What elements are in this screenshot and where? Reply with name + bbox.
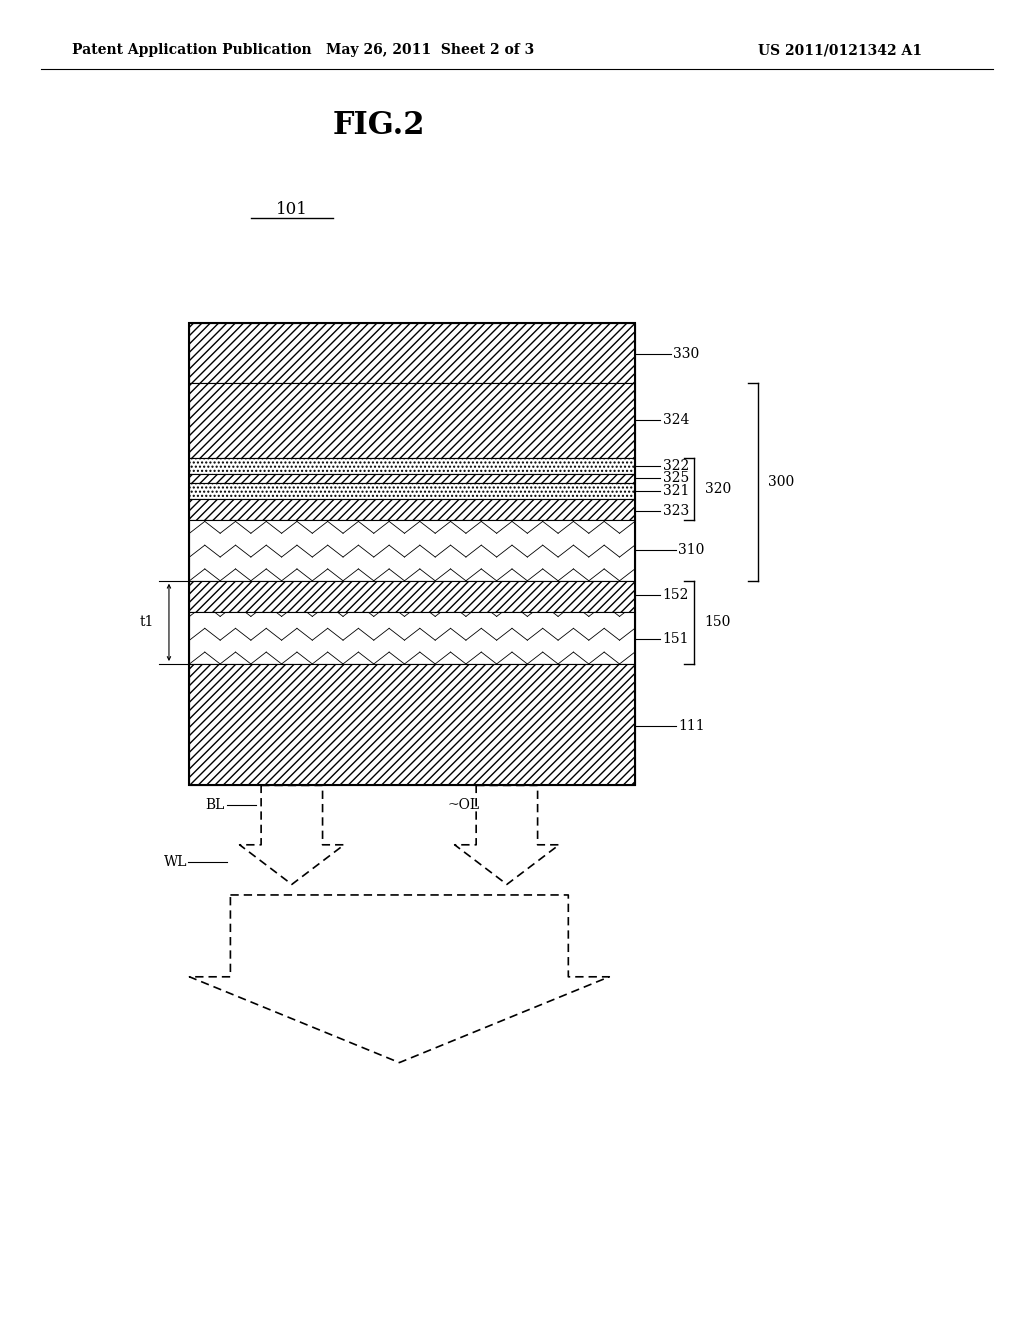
Bar xyxy=(189,458,635,474)
Text: t1: t1 xyxy=(139,615,154,630)
Text: Patent Application Publication: Patent Application Publication xyxy=(72,44,311,57)
Text: 151: 151 xyxy=(663,632,689,645)
Bar xyxy=(189,483,635,499)
Text: 101: 101 xyxy=(275,201,308,218)
Bar xyxy=(189,581,635,612)
Bar xyxy=(189,474,635,483)
Text: 300: 300 xyxy=(768,475,795,488)
Text: May 26, 2011  Sheet 2 of 3: May 26, 2011 Sheet 2 of 3 xyxy=(326,44,535,57)
Bar xyxy=(189,664,635,785)
Text: 152: 152 xyxy=(663,589,689,602)
Text: 323: 323 xyxy=(663,504,689,517)
Bar xyxy=(189,612,635,664)
Bar xyxy=(189,520,635,581)
Text: 325: 325 xyxy=(663,471,689,484)
Text: 111: 111 xyxy=(678,719,705,733)
Bar xyxy=(189,323,635,785)
Bar xyxy=(189,612,635,664)
Text: 320: 320 xyxy=(705,482,731,496)
Text: 330: 330 xyxy=(673,347,699,360)
Bar xyxy=(189,323,635,383)
Text: 324: 324 xyxy=(663,413,689,426)
Text: FIG.2: FIG.2 xyxy=(333,110,425,141)
Bar xyxy=(189,383,635,458)
Text: 321: 321 xyxy=(663,484,689,498)
Text: BL: BL xyxy=(205,799,224,812)
Text: 322: 322 xyxy=(663,459,689,473)
Text: US 2011/0121342 A1: US 2011/0121342 A1 xyxy=(758,44,922,57)
Bar xyxy=(189,520,635,581)
Text: ~OL: ~OL xyxy=(447,799,479,812)
Bar xyxy=(189,499,635,520)
Text: 150: 150 xyxy=(705,615,731,630)
Text: WL: WL xyxy=(164,855,187,869)
Text: 310: 310 xyxy=(678,544,705,557)
